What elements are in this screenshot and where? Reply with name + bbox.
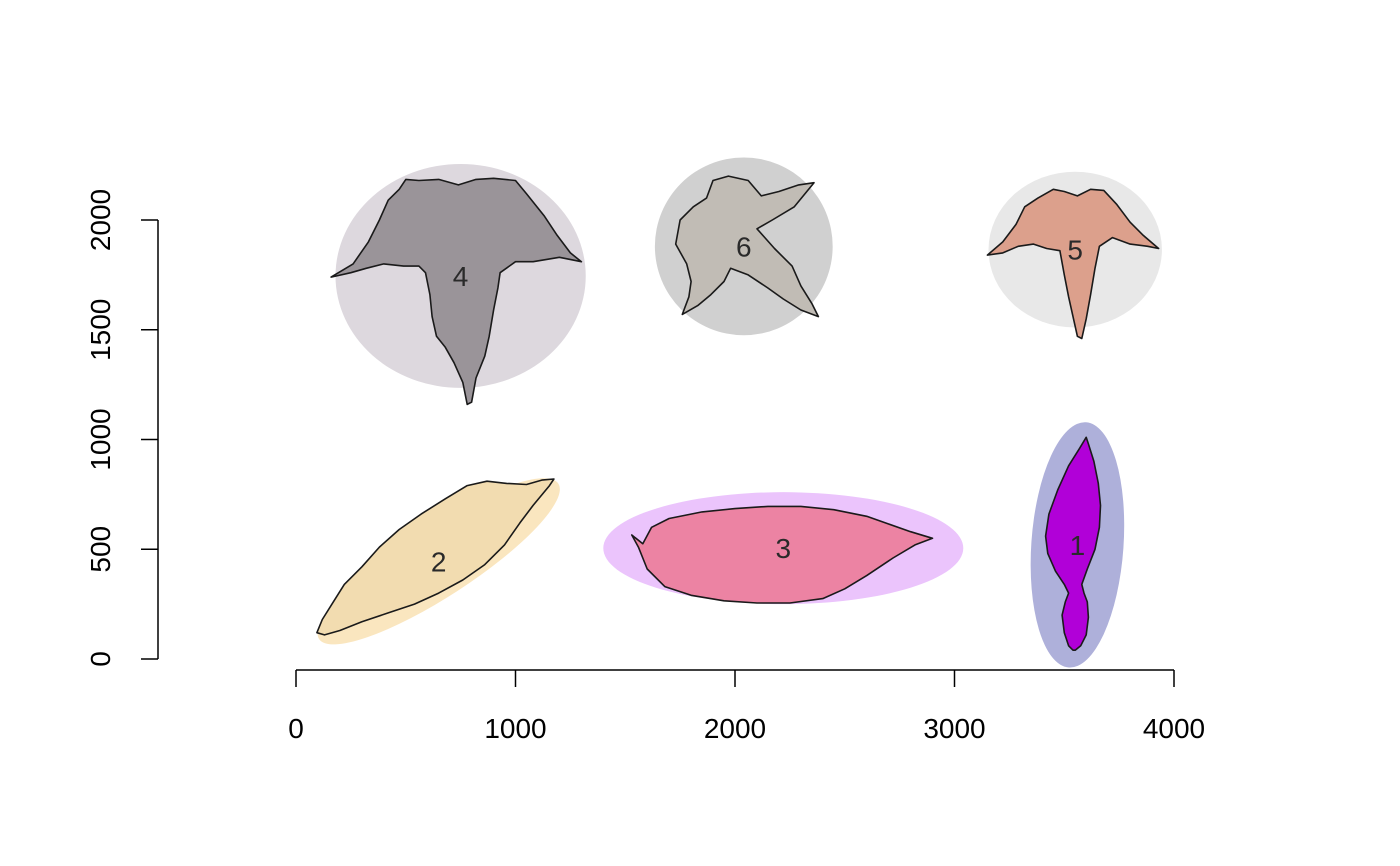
shape-label-5: 5	[1067, 235, 1083, 266]
shape-outline-4	[330, 177, 583, 406]
shape-outline-2	[316, 478, 555, 636]
y-tick-label: 1000	[85, 408, 116, 470]
shape-label-4: 4	[453, 261, 469, 292]
shape-label-1: 1	[1070, 530, 1086, 561]
shape-outline-1	[1044, 436, 1102, 652]
labels-layer: 1 2 3 4 5 6	[431, 231, 1085, 577]
shape-outline-3	[630, 505, 934, 604]
shape-outline-5	[986, 188, 1160, 340]
ticks-layer: 0 1000 2000 3000 4000 0 500 1000 1500 2000	[85, 189, 1205, 744]
y-tick-label: 2000	[85, 189, 116, 251]
y-tick-label: 500	[85, 526, 116, 573]
y-tick-label: 0	[85, 651, 116, 667]
shape-label-3: 3	[776, 533, 792, 564]
x-tick-label: 2000	[704, 713, 766, 744]
outlines-layer	[316, 175, 1160, 652]
shape-label-6: 6	[736, 231, 752, 262]
shape-outline-6	[674, 175, 820, 318]
x-tick-label: 4000	[1143, 713, 1205, 744]
x-tick-label: 1000	[484, 713, 546, 744]
x-tick-label: 0	[288, 713, 304, 744]
x-tick-label: 3000	[923, 713, 985, 744]
y-tick-label: 1500	[85, 299, 116, 361]
shape-label-2: 2	[431, 546, 447, 577]
